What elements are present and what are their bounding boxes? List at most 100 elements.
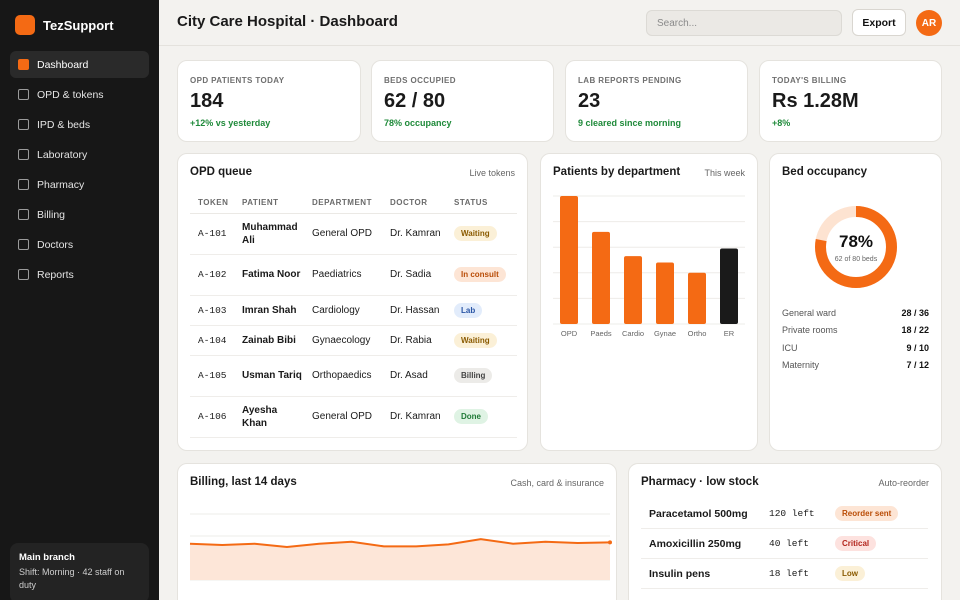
doctor-cell: Dr. Kamran xyxy=(382,396,446,438)
sidebar-item-reports[interactable]: Reports xyxy=(10,261,149,288)
status-cell: Done xyxy=(446,396,517,438)
avatar[interactable]: AR xyxy=(916,10,942,36)
sidebar-item-doctors[interactable]: Doctors xyxy=(10,231,149,258)
billing-card: Billing, last 14 days Cash, card & insur… xyxy=(177,463,617,600)
patient-cell: Usman Tariq xyxy=(234,355,304,397)
kpi-label: LAB REPORTS PENDING xyxy=(578,76,682,85)
table-row[interactable]: A-104 Zainab Bibi Gynaecology Dr. Rabia Wait… xyxy=(190,325,517,356)
bed-stat-row: ICU 9 / 10 xyxy=(782,339,929,357)
bar-ortho[interactable] xyxy=(688,272,706,324)
kpi-value: Rs 1.28M xyxy=(772,90,859,112)
bed-occupancy-title: Bed occupancy xyxy=(782,166,867,178)
department-cell: General OPD xyxy=(304,396,382,438)
kpi-label: OPD PATIENTS TODAY xyxy=(190,76,285,85)
department-cell: General OPD xyxy=(304,213,382,255)
search-input[interactable] xyxy=(646,10,842,36)
table-row[interactable]: A-102 Fatima Noor Paediatrics Dr. Sadia In c… xyxy=(190,254,517,296)
doctor-cell: Dr. Rabia xyxy=(382,325,446,356)
bed-stat-value: 7 / 12 xyxy=(906,360,929,371)
pharmacy-row[interactable]: Insulin pens 18 left Low xyxy=(641,559,928,589)
bar-gynae[interactable] xyxy=(656,262,674,324)
sidebar-item-label: Reports xyxy=(37,268,74,281)
kpi-card-opd: OPD PATIENTS TODAY 184 +12% vs yesterday xyxy=(177,60,361,142)
opd-queue-meta[interactable]: Live tokens xyxy=(469,168,515,178)
pharmacy-meta[interactable]: Auto-reorder xyxy=(878,478,929,488)
donut-sub-label: 62 of 80 beds xyxy=(835,256,878,263)
pharmacy-title: Pharmacy · low stock xyxy=(641,476,759,488)
pharmacy-row[interactable]: Amoxicillin 250mg 40 left Critical xyxy=(641,529,928,559)
sidebar-item-ipd-beds[interactable]: IPD & beds xyxy=(10,111,149,138)
kpi-card-lab: LAB REPORTS PENDING 23 9 cleared since m… xyxy=(565,60,748,142)
stock-status-badge: Low xyxy=(835,566,865,581)
nav-item-icon xyxy=(18,89,29,100)
bar-er[interactable] xyxy=(720,248,738,324)
sidebar-item-dashboard[interactable]: Dashboard xyxy=(10,51,149,78)
billing-point[interactable] xyxy=(608,540,612,545)
sidebar-item-pharmacy[interactable]: Pharmacy xyxy=(10,171,149,198)
table-row[interactable]: A-101 Muhammad Ali General OPD Dr. Kamran Wa… xyxy=(190,213,517,255)
token-cell: A-103 xyxy=(190,295,234,326)
status-cell: In consult xyxy=(446,254,517,296)
x-tick-label: Gynae xyxy=(654,329,676,338)
token-cell: A-101 xyxy=(190,213,234,255)
table-row[interactable]: A-103 Imran Shah Cardiology Dr. Hassan Lab xyxy=(190,295,517,326)
sidebar-item-label: Pharmacy xyxy=(37,178,85,191)
sidebar-item-opd-tokens[interactable]: OPD & tokens xyxy=(10,81,149,108)
patient-cell: Muhammad Ali xyxy=(234,213,304,255)
drug-name: Insulin pens xyxy=(649,567,711,580)
patient-cell: Zainab Bibi xyxy=(234,325,304,356)
column-header: DEPARTMENT xyxy=(304,192,382,214)
token-cell: A-106 xyxy=(190,396,234,438)
department-bar-chart: OPD Paeds Cardio Gynae Ortho ER xyxy=(553,195,745,338)
patient-cell: Ayesha Khan xyxy=(234,396,304,438)
sidebar-item-laboratory[interactable]: Laboratory xyxy=(10,141,149,168)
table-row[interactable]: A-106 Ayesha Khan General OPD Dr. Kamran Don… xyxy=(190,396,517,438)
billing-area-chart xyxy=(189,513,612,581)
department-chart-card: Patients by department This week OPD Paed… xyxy=(540,153,758,451)
kpi-card-billing: TODAY'S BILLING Rs 1.28M +8% xyxy=(759,60,942,142)
bar-cardio[interactable] xyxy=(624,256,642,324)
bar-opd[interactable] xyxy=(560,196,578,324)
sidebar-item-label: Dashboard xyxy=(37,58,89,71)
bed-stat-value: 28 / 36 xyxy=(901,307,929,318)
status-badge: Lab xyxy=(454,302,483,318)
sidebar-item-label: Doctors xyxy=(37,238,74,251)
nav-item-icon xyxy=(18,269,29,280)
department-cell: Gynaecology xyxy=(304,325,382,356)
bed-stats: General ward 28 / 36 Private rooms 18 / 22… xyxy=(782,304,929,374)
pharmacy-card: Pharmacy · low stock Auto-reorder Parace… xyxy=(628,463,942,600)
status-badge: Billing xyxy=(454,368,493,383)
sidebar-item-label: Laboratory xyxy=(37,148,88,161)
brand-name: TezSupport xyxy=(43,17,114,33)
billing-meta: Cash, card & insurance xyxy=(510,478,604,488)
donut-arc xyxy=(815,206,897,288)
column-header: PATIENT xyxy=(234,192,304,214)
stock-left: 120 left xyxy=(769,508,815,519)
bed-stat-value: 9 / 10 xyxy=(906,342,929,353)
table-row[interactable]: A-105 Usman Tariq Orthopaedics Dr. Asad Bill… xyxy=(190,355,517,397)
chart-gridlines xyxy=(553,195,745,325)
sidebar-item-label: OPD & tokens xyxy=(37,88,104,101)
kpi-card-beds: BEDS OCCUPIED 62 / 80 78% occupancy xyxy=(371,60,554,142)
doctor-cell: Dr. Hassan xyxy=(382,295,446,326)
bar-paeds[interactable] xyxy=(592,231,610,324)
pharmacy-row[interactable]: Paracetamol 500mg 120 left Reorder sent xyxy=(641,499,928,529)
occupancy-donut: 78% 62 of 80 beds xyxy=(815,206,897,288)
x-tick-label: OPD xyxy=(561,329,578,338)
kpi-value: 184 xyxy=(190,90,224,112)
drug-name: Paracetamol 500mg xyxy=(649,507,748,520)
billing-area-fill xyxy=(190,539,610,580)
kpi-value: 62 / 80 xyxy=(384,90,446,112)
status-cell: Lab xyxy=(446,295,517,326)
export-button[interactable]: Export xyxy=(852,9,906,36)
status-badge: In consult xyxy=(454,267,506,282)
nav-item-icon xyxy=(18,179,29,190)
kpi-delta: +12% vs yesterday xyxy=(190,118,271,128)
department-cell: Orthopaedics xyxy=(304,355,382,397)
nav-item-icon xyxy=(18,209,29,220)
sidebar-item-billing[interactable]: Billing xyxy=(10,201,149,228)
opd-queue-table: TOKEN PATIENT DEPARTMENT DOCTOR STATUS A… xyxy=(190,192,517,438)
column-header: STATUS xyxy=(446,192,517,214)
donut-percent: 78% xyxy=(839,232,873,251)
stock-status-badge: Critical xyxy=(835,536,877,551)
